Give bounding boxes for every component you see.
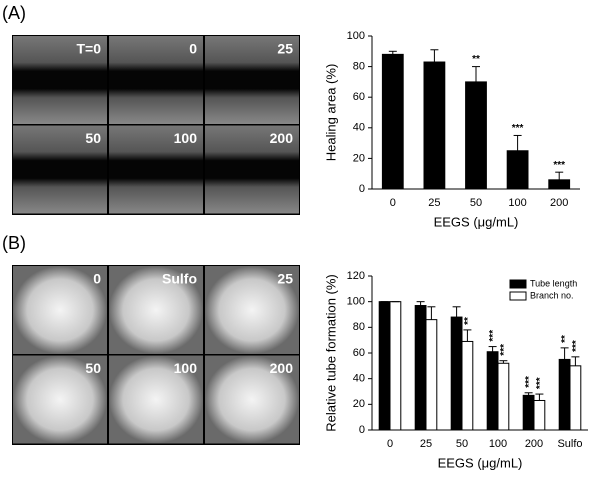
image-label: 25 <box>277 271 293 287</box>
y-tick-label: 0 <box>359 183 365 195</box>
y-tick-label: 0 <box>359 424 365 436</box>
image-label: 50 <box>85 130 101 146</box>
bar <box>414 305 427 431</box>
bar <box>506 150 529 190</box>
y-tick-label: 80 <box>353 61 365 73</box>
micrograph <box>205 355 299 444</box>
x-axis-label: EEGS (μg/mL) <box>434 214 519 229</box>
bar <box>389 301 402 431</box>
y-tick-label: 120 <box>347 270 365 282</box>
significance-label: ** <box>463 317 474 325</box>
significance-label: *** <box>512 123 524 134</box>
y-tick-label: 20 <box>353 152 365 164</box>
y-tick-label: 40 <box>353 122 365 134</box>
bar <box>533 399 546 431</box>
image-label: T=0 <box>76 41 101 57</box>
x-tick-label: Sulfo <box>557 438 582 450</box>
micrograph <box>109 266 203 354</box>
y-tick-label: 60 <box>353 347 365 359</box>
image-label: 200 <box>270 360 294 376</box>
micrograph <box>205 125 299 214</box>
y-tick-label: 40 <box>353 373 365 385</box>
image-label: Sulfo <box>162 271 197 287</box>
bar <box>465 81 487 190</box>
x-tick-label: 0 <box>390 197 396 209</box>
micrograph <box>13 355 107 444</box>
bar <box>461 340 474 431</box>
significance-label: *** <box>553 160 565 171</box>
bar <box>558 358 571 431</box>
x-tick-label: 200 <box>550 197 568 209</box>
significance-label: ** <box>560 335 571 343</box>
bar <box>378 301 391 431</box>
y-tick-label: 60 <box>353 91 365 103</box>
x-tick-label: 100 <box>489 438 507 450</box>
panel-label: (A) <box>2 3 26 23</box>
y-axis-label: Healing area (%) <box>323 64 338 162</box>
x-tick-label: 100 <box>508 197 526 209</box>
bar <box>486 351 499 431</box>
significance-label: *** <box>524 376 535 388</box>
legend-swatch <box>509 279 527 289</box>
legend-swatch <box>509 291 527 301</box>
micrograph <box>13 36 107 124</box>
x-tick-label: 25 <box>428 197 440 209</box>
x-tick-label: 50 <box>470 197 482 209</box>
significance-label: *** <box>499 344 510 356</box>
image-label: 200 <box>270 130 294 146</box>
significance-label: *** <box>571 340 582 352</box>
significance-label: *** <box>488 330 499 342</box>
image-label: 25 <box>277 41 293 57</box>
significance-label: *** <box>535 377 546 389</box>
image-label: 0 <box>189 41 197 57</box>
y-tick-label: 100 <box>347 296 365 308</box>
bar <box>522 394 535 431</box>
x-tick-label: 0 <box>387 438 393 450</box>
x-tick-label: 25 <box>420 438 432 450</box>
y-tick-label: 80 <box>353 321 365 333</box>
y-tick-label: 20 <box>353 398 365 410</box>
micrograph <box>13 125 107 214</box>
x-axis-label: EEGS (μg/mL) <box>438 455 523 470</box>
bar <box>381 53 404 190</box>
image-label: 100 <box>174 130 198 146</box>
bar <box>497 362 510 431</box>
bar <box>548 179 571 190</box>
y-axis-label: Relative tube formation (%) <box>323 274 338 432</box>
panel-label: (B) <box>2 233 26 253</box>
bar <box>450 316 463 431</box>
micrograph <box>109 125 203 214</box>
bar <box>425 319 438 431</box>
micrograph <box>109 36 203 124</box>
micrograph <box>205 266 299 354</box>
legend-label: Branch no. <box>530 290 574 300</box>
bar <box>423 61 446 190</box>
micrograph <box>13 266 107 354</box>
bar <box>569 365 582 431</box>
image-label: 50 <box>85 360 101 376</box>
micrograph <box>109 355 203 444</box>
x-tick-label: 50 <box>456 438 468 450</box>
significance-label: ** <box>472 54 480 65</box>
x-tick-label: 200 <box>525 438 543 450</box>
y-tick-label: 100 <box>347 30 365 42</box>
image-label: 0 <box>93 271 101 287</box>
legend-label: Tube length <box>530 278 577 288</box>
micrograph <box>205 36 299 124</box>
image-label: 100 <box>174 360 198 376</box>
